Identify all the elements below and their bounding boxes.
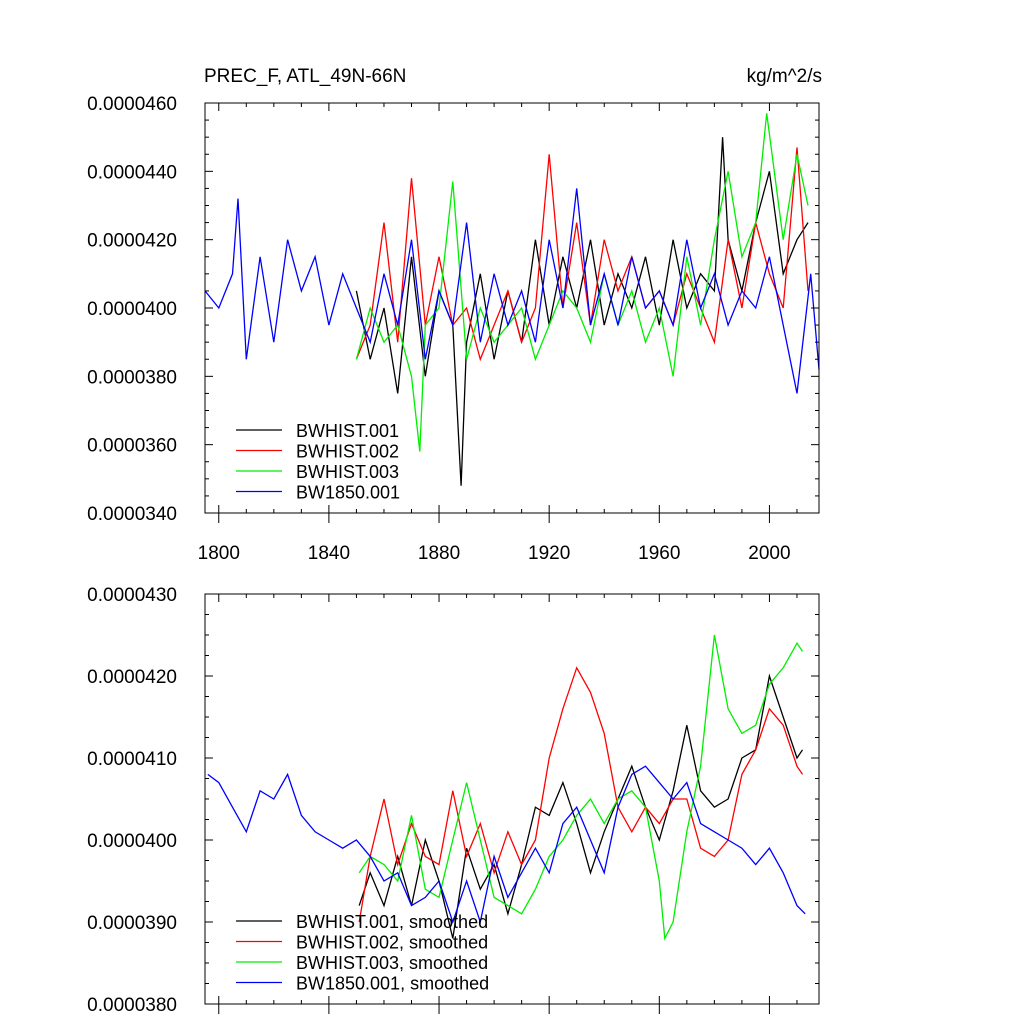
x-tick-label: 1920: [528, 543, 570, 564]
legend-label: BWHIST.002: [296, 442, 399, 462]
ticks-layer: 0.0000380 0.0000390 0.0000400 0.0000410 0.00…: [87, 585, 819, 1016]
bottom-panel: 0.0000380 0.0000390 0.0000400 0.0000410 0.00…: [87, 585, 820, 1016]
legend-label: BWHIST.001: [296, 421, 399, 441]
x-tick-label: 1800: [198, 543, 240, 564]
series-layer: [204, 113, 820, 486]
series-line-bwhist-003: [355, 113, 809, 452]
ticks-layer: 0.0000340 0.0000360 0.0000380 0.0000400 0.00…: [87, 94, 819, 564]
series-line-bwhist-002: [355, 147, 809, 362]
chart-units: kg/m^2/s: [747, 66, 822, 87]
series-line-bwhist-003-smoothed: [358, 634, 804, 941]
legend-label: BW1850.001, smoothed: [296, 974, 489, 994]
y-tick-label: 0.0000420: [87, 231, 177, 252]
y-tick-label: 0.0000420: [87, 667, 177, 688]
series-layer: [207, 634, 806, 941]
x-tick-label: 1840: [308, 543, 350, 564]
series-line-bwhist-001-smoothed: [358, 673, 804, 939]
y-tick-label: 0.0000400: [87, 299, 177, 320]
y-tick-label: 0.0000460: [87, 94, 177, 115]
legend-label: BWHIST.003, smoothed: [296, 953, 488, 973]
legend-label: BWHIST.002, smoothed: [296, 933, 488, 953]
legend-label: BW1850.001: [296, 483, 400, 503]
y-tick-label: 0.0000440: [87, 162, 177, 183]
y-tick-label: 0.0000410: [87, 749, 177, 770]
y-tick-label: 0.0000340: [87, 504, 177, 525]
top-panel: PREC_F, ATL_49N-66N kg/m^2/s 0.00003400.…: [87, 66, 822, 564]
y-tick-label: 0.0000400: [87, 831, 177, 852]
x-tick-label: 1880: [418, 543, 460, 564]
x-tick-label: 1960: [638, 543, 680, 564]
series-line-bw1850-001-smoothed: [207, 765, 806, 925]
chart-title: PREC_F, ATL_49N-66N: [204, 66, 406, 87]
x-tick-label: 2000: [748, 543, 790, 564]
legend-label: BWHIST.001, smoothed: [296, 912, 488, 932]
legend-label: BWHIST.003: [296, 462, 399, 482]
y-tick-label: 0.0000360: [87, 436, 177, 457]
y-tick-label: 0.0000430: [87, 585, 177, 606]
y-tick-label: 0.0000380: [87, 367, 177, 388]
series-line-bwhist-002-smoothed: [358, 666, 804, 923]
y-tick-label: 0.0000380: [87, 995, 177, 1016]
series-line-bw1850-001: [204, 188, 820, 394]
y-tick-label: 0.0000390: [87, 913, 177, 934]
